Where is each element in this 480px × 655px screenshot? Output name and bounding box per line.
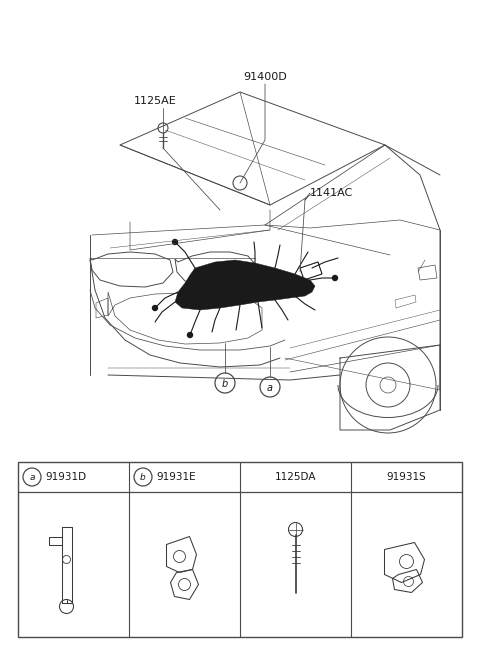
Circle shape <box>260 377 280 397</box>
Circle shape <box>172 240 178 244</box>
Text: 91400D: 91400D <box>243 72 287 82</box>
Text: b: b <box>222 379 228 389</box>
Circle shape <box>153 305 157 310</box>
Circle shape <box>23 468 41 486</box>
Text: 1125AE: 1125AE <box>133 96 176 106</box>
Text: 1141AC: 1141AC <box>310 188 353 198</box>
Bar <box>18 462 462 637</box>
Circle shape <box>333 276 337 280</box>
Circle shape <box>215 373 235 393</box>
Polygon shape <box>175 260 315 310</box>
Circle shape <box>134 468 152 486</box>
Text: 1125DA: 1125DA <box>275 472 316 482</box>
Text: a: a <box>267 383 273 393</box>
Text: 91931S: 91931S <box>386 472 426 482</box>
Text: b: b <box>140 473 146 482</box>
Text: 91931E: 91931E <box>156 472 196 482</box>
Text: 91931D: 91931D <box>45 472 86 482</box>
Text: a: a <box>29 473 35 482</box>
Circle shape <box>188 333 192 337</box>
